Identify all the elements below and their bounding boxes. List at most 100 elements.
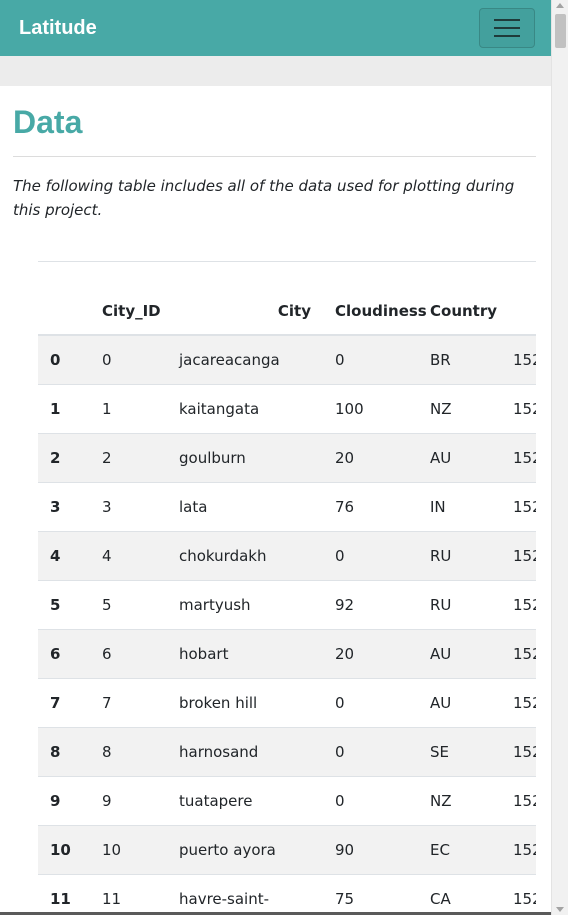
cell-country: AU — [428, 432, 513, 482]
cell-city-id: 10 — [102, 824, 179, 874]
row-index: 10 — [38, 824, 102, 874]
cell-country: EC — [428, 824, 513, 874]
row-index: 9 — [38, 775, 102, 825]
row-index: 2 — [38, 432, 102, 482]
navbar-brand[interactable]: Latitude — [19, 16, 97, 39]
cell-cloudiness: 100 — [323, 383, 428, 433]
cell-date: 152 — [513, 628, 536, 678]
title-divider — [13, 156, 536, 157]
table-row: 66hobart20AU152 — [38, 628, 536, 678]
cell-date: 152 — [513, 334, 536, 384]
cell-country: AU — [428, 677, 513, 727]
cell-cloudiness: 0 — [323, 334, 428, 384]
data-table-container[interactable]: City_ID City Cloudiness Country 0 0 jacare… — [38, 261, 536, 915]
hamburger-icon-bar — [494, 35, 520, 37]
bottom-edge — [0, 912, 551, 915]
cell-date: 152 — [513, 481, 536, 531]
header-city: City — [179, 262, 323, 336]
cell-city-id: 8 — [102, 726, 179, 776]
row-index: 8 — [38, 726, 102, 776]
row-index: 1 — [38, 383, 102, 433]
navbar: Latitude — [0, 0, 551, 56]
cell-city: chokurdakh — [179, 530, 323, 580]
cell-cloudiness: 76 — [323, 481, 428, 531]
cell-city-id: 4 — [102, 530, 179, 580]
cell-date: 152 — [513, 775, 536, 825]
cell-country: IN — [428, 481, 513, 531]
cell-cloudiness: 20 — [323, 432, 428, 482]
table-row: 99tuatapere0NZ152 — [38, 775, 536, 825]
row-index: 7 — [38, 677, 102, 727]
header-spacer — [0, 56, 551, 86]
cell-city: goulburn — [179, 432, 323, 482]
cell-city: martyush — [179, 579, 323, 629]
row-index: 5 — [38, 579, 102, 629]
cell-country: BR — [428, 334, 513, 384]
cell-city: jacareacanga — [179, 334, 323, 384]
cell-city: broken hill — [179, 677, 323, 727]
table-row: 33lata76IN152 — [38, 481, 536, 531]
row-index: 0 — [38, 334, 102, 384]
header-cloudiness: Cloudiness — [323, 262, 428, 336]
cell-cloudiness: 0 — [323, 677, 428, 727]
cell-country: AU — [428, 628, 513, 678]
cell-date: 152 — [513, 579, 536, 629]
vertical-scrollbar[interactable] — [551, 0, 568, 915]
hamburger-icon-bar — [494, 27, 520, 29]
cell-country: RU — [428, 579, 513, 629]
header-country: Country — [428, 262, 513, 336]
cell-city-id: 3 — [102, 481, 179, 531]
page-title: Data — [13, 104, 83, 140]
cell-date: 152 — [513, 677, 536, 727]
cell-city-id: 7 — [102, 677, 179, 727]
header-city-id: City_ID — [102, 262, 179, 336]
cell-country: RU — [428, 530, 513, 580]
cell-country: SE — [428, 726, 513, 776]
cell-date: 152 — [513, 530, 536, 580]
cell-city-id: 5 — [102, 579, 179, 629]
cell-city: puerto ayora — [179, 824, 323, 874]
cell-cloudiness: 0 — [323, 726, 428, 776]
cell-city-id: 2 — [102, 432, 179, 482]
scroll-down-arrow-icon[interactable] — [556, 907, 564, 912]
scrollbar-thumb[interactable] — [555, 14, 566, 48]
menu-toggle-button[interactable] — [479, 8, 535, 48]
row-index: 3 — [38, 481, 102, 531]
cell-date: 152 — [513, 726, 536, 776]
cell-city-id: 0 — [102, 334, 179, 384]
cell-country: NZ — [428, 775, 513, 825]
row-index: 11 — [38, 873, 102, 915]
cell-country: NZ — [428, 383, 513, 433]
cell-country: CA — [428, 873, 513, 915]
cell-city-id: 11 — [102, 873, 179, 915]
cell-cloudiness: 20 — [323, 628, 428, 678]
cell-cloudiness: 75 — [323, 873, 428, 915]
header-index — [38, 262, 102, 336]
intro-text: The following table includes all of the … — [13, 177, 515, 219]
cell-city-id: 9 — [102, 775, 179, 825]
cell-date: 152 — [513, 383, 536, 433]
cell-city: harnosand — [179, 726, 323, 776]
cell-city: havre-saint- — [179, 873, 323, 915]
cell-cloudiness: 0 — [323, 530, 428, 580]
cell-cloudiness: 90 — [323, 824, 428, 874]
cell-cloudiness: 0 — [323, 775, 428, 825]
row-index: 6 — [38, 628, 102, 678]
table-row: 55martyush92RU152 — [38, 579, 536, 629]
cell-city-id: 6 — [102, 628, 179, 678]
cell-city-id: 1 — [102, 383, 179, 433]
table-header-row: City_ID City Cloudiness Country — [38, 262, 536, 336]
table-row: 44chokurdakh0RU152 — [38, 530, 536, 580]
cell-date: 152 — [513, 432, 536, 482]
cell-date: 152 — [513, 824, 536, 874]
main-content: Data The following table includes all of… — [13, 86, 536, 222]
scroll-up-arrow-icon[interactable] — [556, 3, 564, 8]
hamburger-icon-bar — [494, 19, 520, 21]
cell-city: hobart — [179, 628, 323, 678]
cell-city: tuatapere — [179, 775, 323, 825]
data-table: City_ID City Cloudiness Country 0 0 jacare… — [38, 262, 536, 915]
cell-cloudiness: 92 — [323, 579, 428, 629]
cell-city: lata — [179, 481, 323, 531]
